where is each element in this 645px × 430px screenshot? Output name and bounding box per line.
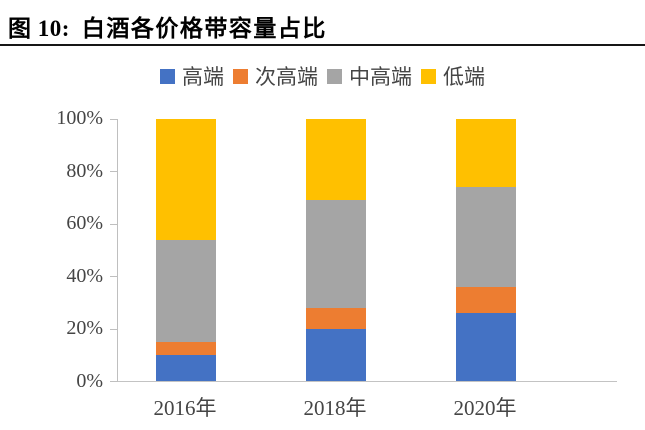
y-axis-tick-label: 60% — [66, 212, 103, 235]
y-axis-tick-label: 0% — [76, 370, 103, 393]
legend-label: 次高端 — [255, 65, 318, 89]
y-axis-tick — [110, 223, 118, 225]
bar-segment — [156, 341, 216, 355]
bar-2016 — [156, 119, 216, 381]
bar-segment — [156, 354, 216, 381]
plot-area — [110, 119, 617, 382]
x-axis-label: 2018年 — [303, 396, 367, 420]
bar-segment — [156, 239, 216, 342]
y-axis-tick — [110, 276, 118, 278]
y-axis-tick-label: 20% — [66, 317, 103, 340]
legend-swatch — [421, 68, 436, 84]
y-axis-tick-label: 80% — [66, 159, 103, 182]
chart-legend: 高端 次高端 中高端 低端 — [0, 63, 645, 89]
bar-segment — [306, 307, 366, 329]
figure-header: 图 10: 白酒各价格带容量占比 — [8, 9, 327, 43]
x-axis-labels: 2016年 2018年 2020年 — [117, 392, 617, 422]
legend-swatch — [233, 68, 248, 84]
bar-2018 — [306, 119, 366, 381]
bar-segment — [456, 312, 516, 381]
y-axis-tick — [110, 328, 118, 330]
bar-2020 — [456, 119, 516, 381]
y-axis-tick-label: 40% — [66, 264, 103, 287]
legend-swatch — [160, 68, 175, 84]
legend-label: 低端 — [443, 65, 485, 89]
y-axis-tick — [110, 381, 118, 382]
y-axis-tick-label: 100% — [56, 107, 103, 130]
y-axis-tick — [110, 119, 118, 120]
figure-title: 白酒各价格带容量占比 — [81, 16, 327, 41]
title-underline — [0, 44, 645, 46]
x-axis-label: 2020年 — [453, 396, 517, 420]
x-axis-label: 2016年 — [153, 396, 217, 420]
legend-item: 中高端 — [327, 61, 412, 91]
y-axis-tick — [110, 171, 118, 173]
legend-label: 中高端 — [349, 65, 412, 89]
bar-segment — [156, 119, 216, 240]
bar-segment — [306, 328, 366, 381]
legend-item: 低端 — [421, 61, 485, 91]
bar-segment — [456, 187, 516, 287]
figure-label: 图 10: — [8, 16, 70, 41]
y-axis-labels: 0% 20% 40% 60% 80% 100% — [0, 107, 103, 392]
bar-segment — [456, 286, 516, 313]
legend-label: 高端 — [182, 65, 224, 89]
bar-segment — [456, 119, 516, 188]
bar-segment — [306, 119, 366, 201]
bar-segment — [306, 200, 366, 308]
legend-swatch — [327, 68, 342, 84]
legend-item: 次高端 — [233, 61, 318, 91]
legend-item: 高端 — [160, 61, 224, 91]
